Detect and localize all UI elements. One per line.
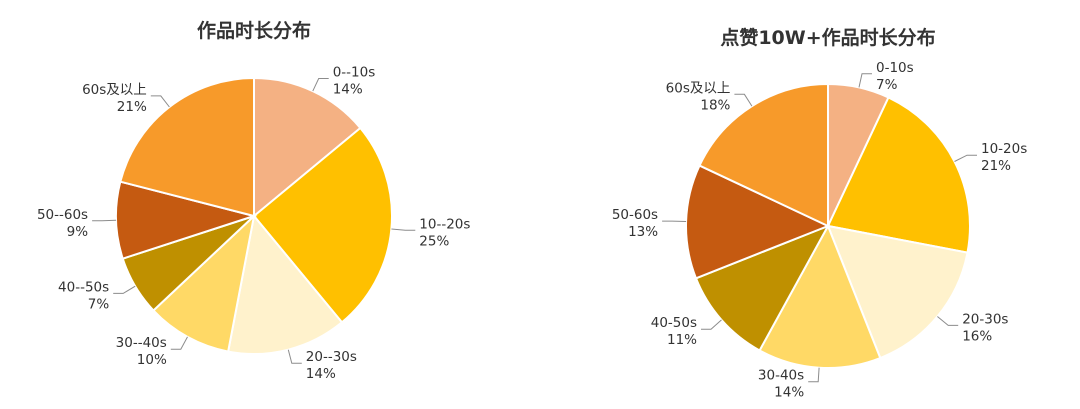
slice-value-label: 14% [774, 385, 804, 401]
leader-line [312, 78, 329, 92]
slice-value-label: 21% [117, 99, 147, 115]
leader-line [734, 93, 753, 107]
pie-slice [826, 96, 971, 254]
leader-line [391, 228, 416, 231]
leader-line [113, 285, 136, 294]
slice-category-label: 40--50s [58, 279, 109, 295]
pie-slice [226, 213, 344, 355]
slice-category-label: 0-10s [876, 60, 914, 76]
leader-line [150, 95, 170, 108]
chart-title: 作品时长分布 [197, 19, 311, 42]
slice-value-label: 16% [962, 328, 992, 344]
slice-category-label: 40-50s [651, 315, 697, 331]
slice-category-label: 50-60s [612, 207, 658, 223]
pie-slice [252, 126, 393, 324]
pie-slices [115, 76, 393, 355]
pie-slice [758, 223, 882, 369]
pie-chart-duration: 作品时长分布 0--10s14%10--20s25%20--30s14%30--… [37, 19, 470, 382]
slice-category-label: 10--20s [419, 216, 470, 232]
slice-value-label: 21% [981, 158, 1011, 174]
leader-line [937, 316, 959, 326]
pie-slice [253, 76, 362, 219]
slice-category-label: 50--60s [37, 207, 88, 223]
slice-category-label: 0--10s [333, 65, 376, 81]
pie-slices [685, 82, 971, 369]
leader-line [701, 319, 722, 330]
leader-lines [662, 73, 977, 383]
slice-category-label: 30--40s [116, 335, 167, 351]
leader-lines [92, 78, 416, 364]
slice-category-label: 60s及以上 [666, 80, 731, 96]
leader-line [287, 349, 302, 364]
slice-category-label: 20-30s [962, 311, 1008, 327]
slice-value-label: 14% [306, 366, 336, 382]
slice-value-label: 9% [67, 224, 89, 240]
leader-line [858, 73, 872, 88]
slice-value-label: 13% [628, 224, 658, 240]
slice-value-label: 11% [667, 332, 697, 348]
slice-labels: 0--10s14%10--20s25%20--30s14%30--40s10%4… [37, 65, 470, 383]
slice-category-label: 60s及以上 [82, 82, 147, 98]
leader-line [954, 154, 977, 162]
leader-line [92, 219, 117, 222]
slice-category-label: 10-20s [981, 141, 1027, 157]
slice-value-label: 7% [876, 77, 898, 93]
pie-slice [151, 213, 256, 353]
slice-value-label: 14% [333, 82, 363, 98]
slice-value-label: 18% [700, 97, 730, 113]
leader-line [808, 367, 820, 383]
pie-slice [826, 224, 969, 360]
slice-value-label: 10% [137, 352, 167, 368]
slice-category-label: 30-40s [758, 368, 804, 384]
slice-category-label: 20--30s [306, 349, 357, 365]
slice-value-label: 25% [419, 233, 449, 249]
leader-line [170, 336, 188, 350]
chart-title: 点赞10W+作品时长分布 [720, 26, 935, 49]
pie-slice [119, 76, 255, 218]
slice-value-label: 7% [88, 296, 110, 312]
pie-slice [698, 82, 829, 228]
